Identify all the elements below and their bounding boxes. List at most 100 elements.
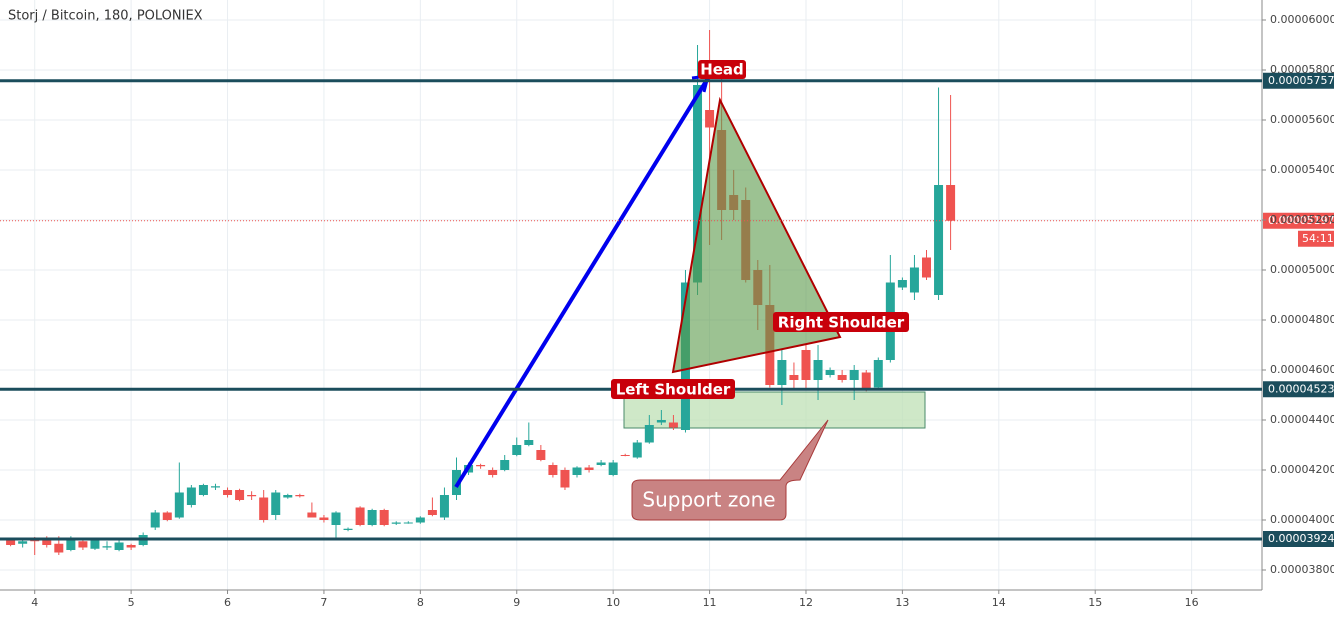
candle-body (259, 497, 269, 520)
candle-body (861, 372, 871, 390)
candle-body (247, 495, 257, 497)
candle-body (331, 512, 341, 525)
candle-body (295, 495, 305, 497)
grid (0, 0, 1262, 590)
candle-body (536, 450, 546, 460)
level-label: 0.00003924 (1268, 532, 1334, 545)
x-tick-label: 9 (513, 596, 520, 609)
support-label: Support zone (642, 488, 775, 512)
candle-body (500, 460, 510, 470)
chart-title: Storj / Bitcoin, 180, POLONIEX (8, 9, 203, 24)
countdown: 54:11 (1302, 232, 1334, 245)
candle-body (271, 492, 281, 515)
candle-body (102, 546, 112, 548)
trend-arrow (454, 76, 710, 489)
candle-body (90, 540, 100, 549)
y-tick-label: 0.00004200 (1270, 463, 1334, 476)
candle-body (488, 470, 498, 475)
candle-body (909, 267, 919, 293)
candle-body (934, 185, 944, 295)
y-tick-label: 0.00005800 (1270, 63, 1334, 76)
candle-body (789, 375, 799, 380)
candle-body (283, 495, 293, 498)
head-label-box (698, 60, 746, 79)
candle-body (596, 462, 606, 465)
candle-body (307, 512, 317, 518)
candle-body (548, 465, 558, 475)
level-label: 0.00005757 (1268, 74, 1334, 87)
candle-body (656, 420, 666, 423)
candle-body (849, 370, 859, 380)
candle-body (210, 486, 220, 488)
candle-body (367, 510, 377, 525)
right-shoulder-box (773, 312, 909, 332)
candle-body (415, 517, 425, 523)
candle-body (693, 85, 703, 283)
candle-body (54, 543, 64, 553)
candle-body (813, 360, 823, 380)
candle-body (873, 360, 883, 388)
candle-body (66, 540, 76, 550)
right-shoulder-label: Right Shoulder (778, 314, 905, 332)
candle-body (632, 442, 642, 458)
candle-body (186, 487, 196, 505)
left-shoulder-box (611, 379, 735, 399)
candle-body (235, 490, 245, 500)
level-label: 0.00004523 (1268, 382, 1334, 395)
y-tick-label: 0.00005000 (1270, 263, 1334, 276)
candle-body (379, 510, 389, 525)
y-tick-label: 0.00003800 (1270, 563, 1334, 576)
y-tick-label: 0.00005600 (1270, 113, 1334, 126)
x-tick-label: 10 (606, 596, 620, 609)
candle-body (644, 425, 654, 443)
level-label-box (1263, 531, 1334, 547)
level-label-box (1263, 381, 1334, 398)
y-tick-label: 0.00005200 (1270, 213, 1334, 226)
level-label-box (1263, 72, 1334, 89)
candle-body (560, 470, 570, 488)
candle-body (427, 510, 437, 515)
countdown-box (1298, 230, 1334, 247)
y-tick-label: 0.00004600 (1270, 363, 1334, 376)
candle-body (801, 350, 811, 380)
y-tick-label: 0.00006000 (1270, 13, 1334, 26)
y-tick-label: 0.00005400 (1270, 163, 1334, 176)
candle-body (403, 522, 413, 524)
candle-body (223, 490, 233, 495)
x-tick-label: 8 (417, 596, 424, 609)
pattern-triangle (671, 96, 842, 374)
x-tick-label: 6 (224, 596, 231, 609)
candle-body (825, 370, 835, 375)
x-tick-label: 11 (703, 596, 717, 609)
candle-body (512, 445, 522, 455)
candle-body (572, 467, 582, 475)
candle-body (6, 539, 16, 545)
y-tick-label: 0.00004400 (1270, 413, 1334, 426)
candle-body (837, 375, 847, 380)
head-label: Head (700, 61, 744, 79)
candle-body (162, 512, 172, 520)
candle-body (114, 542, 124, 550)
x-tick-label: 4 (31, 596, 38, 609)
candle-body (18, 541, 28, 544)
candle-body (476, 465, 486, 467)
candle-body (198, 485, 208, 495)
candle-body (391, 522, 401, 524)
candle-body (620, 455, 630, 456)
candle-body (355, 507, 365, 525)
candle-body (668, 422, 678, 428)
candle-body (897, 280, 907, 288)
candle-body (524, 440, 534, 445)
candle-body (777, 360, 787, 385)
candle-body (78, 541, 88, 548)
candle-body (705, 110, 715, 128)
y-tick-label: 0.00004800 (1270, 313, 1334, 326)
x-tick-label: 12 (799, 596, 813, 609)
x-tick-label: 16 (1185, 596, 1199, 609)
candle-body (30, 540, 40, 542)
candle-body (946, 185, 956, 221)
candle-body (439, 495, 449, 518)
candle-body (921, 257, 931, 278)
